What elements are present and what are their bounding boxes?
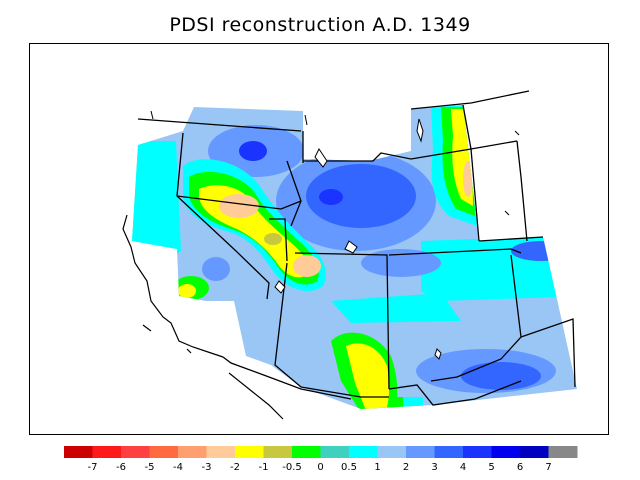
colorbar-bin	[292, 446, 321, 458]
coastline-california	[122, 214, 224, 358]
boundary-dakota-west	[462, 104, 480, 242]
colorbar-tick-label: -0.5	[282, 462, 302, 473]
lakes	[150, 110, 520, 360]
colorbar-tick-label: 1	[374, 462, 380, 473]
colorbar-tick-label: 7	[545, 462, 551, 473]
colorbar-bin	[178, 446, 207, 458]
colorbar-bin	[235, 446, 264, 458]
colorbar-bin	[64, 446, 93, 458]
colorbar-tick-label: 4	[460, 462, 466, 473]
coastline	[122, 214, 284, 420]
colorbar-bin	[491, 446, 521, 458]
field-dry-sw-yellow	[178, 284, 196, 298]
lake-tahoe	[274, 280, 286, 294]
field-s-yellow	[346, 343, 390, 409]
boundary-id-nv	[269, 218, 288, 262]
field-blue-sc	[361, 249, 441, 277]
field-dry-olive	[264, 233, 282, 245]
boundaries	[137, 90, 576, 406]
colorbar-bin	[349, 446, 378, 458]
field-blue-se-core	[461, 362, 541, 390]
boundary-id-wy	[286, 160, 302, 227]
colorbar-tick-label: 0.5	[341, 462, 357, 473]
colorbar-tick-label: -2	[230, 462, 240, 473]
colorbar-bin	[463, 446, 492, 458]
colorbar-bin	[121, 446, 150, 458]
boundary-nm-tx	[430, 254, 522, 382]
colorbar-tick-label: 6	[517, 462, 523, 473]
boundary-mexico-east	[388, 380, 522, 406]
field-dry-peach-ut	[293, 255, 321, 277]
lake-great-salt	[344, 240, 358, 254]
boundary-or-wa	[137, 118, 304, 163]
boundary-nd-sd	[470, 140, 518, 150]
colorbar-bin	[520, 446, 549, 458]
field-dry-peach-nv	[219, 194, 259, 218]
colorbar-tick-label: -5	[145, 462, 155, 473]
colorbar-tick-label: 3	[431, 462, 437, 473]
coastline-baja	[228, 372, 284, 420]
lake-yellowstone	[314, 148, 328, 168]
field-blue-ca	[202, 257, 230, 281]
boundary-canada	[410, 90, 530, 110]
colorbar-tick-label: -7	[88, 462, 98, 473]
field-blue-ne	[511, 241, 571, 261]
colorbar-bin	[92, 446, 122, 458]
field-cyan-central	[331, 293, 461, 323]
boundary-tx-ok	[520, 318, 576, 388]
colorbar-bin	[206, 446, 236, 458]
colorbar-bins	[64, 446, 578, 458]
field-ne-peach	[463, 161, 473, 197]
field-blue-wy-max	[319, 189, 343, 205]
colorbar-tick-label: 2	[403, 462, 409, 473]
field-blue-wy-core	[306, 164, 416, 228]
field-cyan-west	[132, 141, 181, 261]
colorbar-tick-label: -4	[173, 462, 183, 473]
lake-fort-peck	[416, 118, 424, 143]
lake-elephant-butte	[434, 348, 442, 360]
boundary-ne-ks	[478, 236, 544, 242]
field-lightblue-east	[441, 297, 577, 337]
boundary-mt-south	[303, 148, 472, 162]
boundary-ut-co-az-nm	[294, 252, 390, 390]
pdsi-field	[132, 105, 577, 409]
colorbar-tick-label: 0	[317, 462, 323, 473]
colorbar-tick-label: -1	[259, 462, 269, 473]
boundary-mexico-west	[222, 356, 352, 400]
boundary-dakota-east	[516, 140, 528, 242]
colorbar-bin	[548, 446, 578, 458]
map-title: PDSI reconstruction A.D. 1349	[169, 14, 471, 36]
colorbar-bin	[149, 446, 179, 458]
colorbar-bin	[320, 446, 350, 458]
field-s-cyan-tail	[403, 397, 423, 409]
boundary-az-south	[274, 262, 389, 398]
boundary-co-north	[388, 248, 522, 256]
pdsi-map	[122, 90, 577, 420]
colorbar-tick-label: 5	[488, 462, 494, 473]
colorbar-tick-label: -3	[202, 462, 212, 473]
boundary-or-ca-nv	[176, 195, 302, 210]
colorbar-tick-label: -6	[116, 462, 126, 473]
lake-marks	[150, 110, 520, 216]
colorbar-bin	[263, 446, 293, 458]
colorbar-bin	[377, 446, 407, 458]
colorbar-bin	[406, 446, 435, 458]
colorbar-ticks: -7 -6 -5 -4 -3 -2 -1 -0.5 0 0.5 1 2 3 4 5 6 7	[88, 462, 552, 473]
colorbar-bin	[434, 446, 464, 458]
boundary-ca-nv	[176, 132, 270, 300]
coastline-islands	[142, 324, 192, 354]
field-blue-id-core	[239, 141, 267, 161]
map-frame	[29, 43, 609, 435]
